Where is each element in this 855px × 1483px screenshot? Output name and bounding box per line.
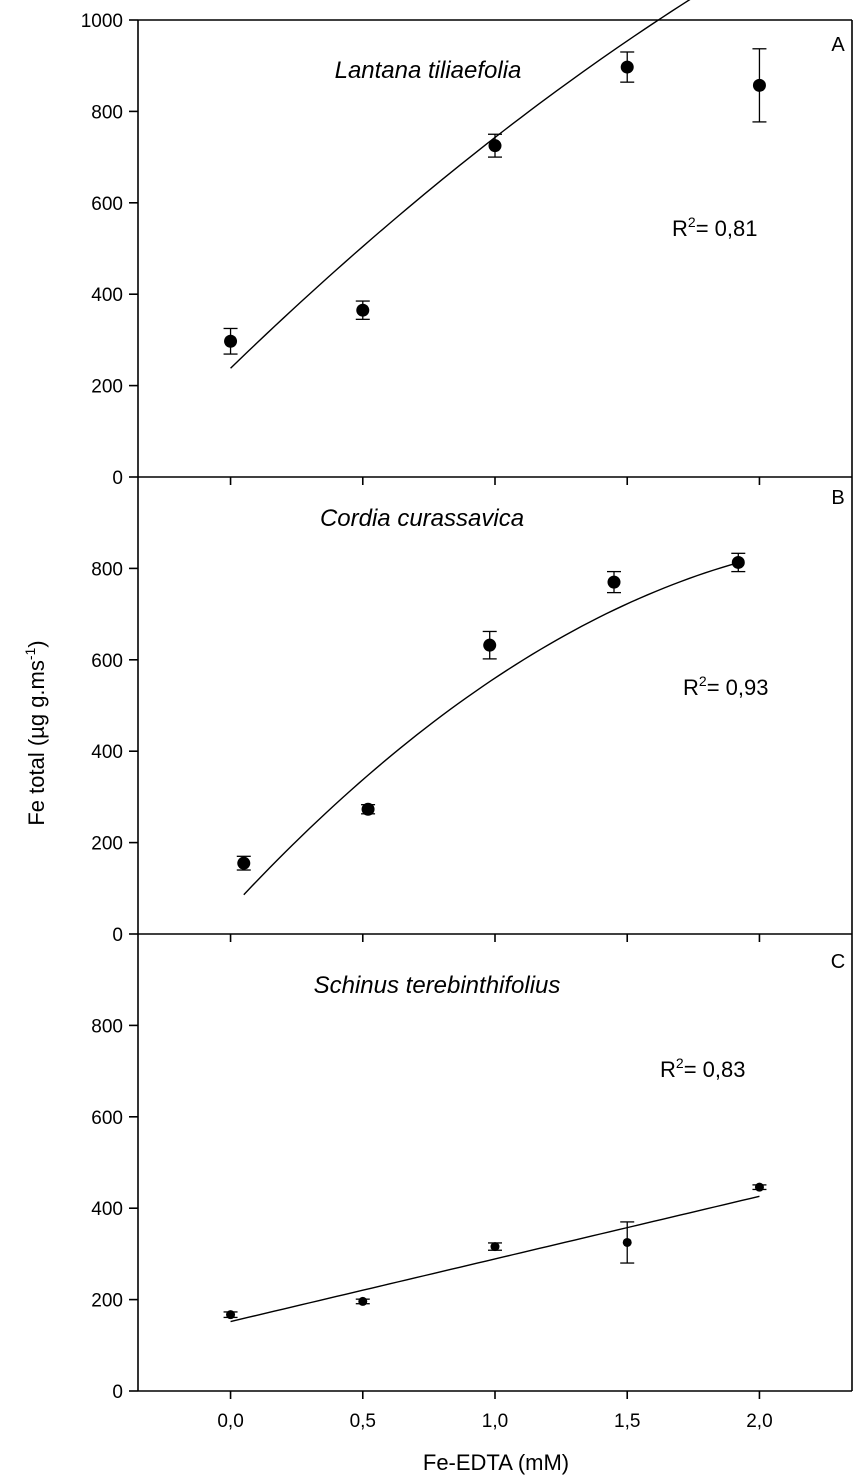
y-tick-label: 400: [91, 285, 123, 306]
y-tick-label: 200: [91, 377, 123, 398]
r-squared-prefix: R: [672, 216, 688, 241]
fit-curve: [243, 561, 739, 896]
data-point: [488, 139, 502, 153]
data-point: [224, 334, 238, 348]
panel-b: 0 200 400 600 800 B Cordia curassavica R2= 0,93: [91, 477, 853, 946]
panel-letter: A: [831, 34, 845, 56]
fit-curve: [230, 1195, 760, 1323]
panel-letter: C: [831, 951, 845, 973]
x-tick-label: 0,5: [350, 1411, 376, 1432]
r-squared-label: R2= 0,93: [683, 673, 768, 700]
x-axis: 0,0 0,5 1,0 1,5 2,0: [217, 1411, 772, 1432]
x-tick-label: 1,0: [482, 1411, 508, 1432]
data-point: [731, 555, 745, 569]
data-point: [356, 303, 370, 317]
x-tick-label: 1,5: [614, 1411, 640, 1432]
panel-a: 0 200 400 600 800 1000 A Lantana tiliaefolia R2=…: [81, 0, 853, 489]
data-point: [754, 1182, 764, 1192]
data-point: [622, 1237, 632, 1247]
fit-curve: [230, 0, 691, 369]
y-tick-label: 0: [112, 468, 123, 489]
data-point: [752, 78, 766, 92]
data-point: [490, 1242, 500, 1252]
y-axis-title: Fe total (µg g.ms-1): [22, 640, 49, 825]
y-tick-label: 400: [91, 742, 123, 763]
r-squared-value: = 0,83: [684, 1057, 746, 1082]
r-squared-superscript: 2: [676, 1055, 684, 1071]
y-tick-label: 800: [91, 102, 123, 123]
r-squared-superscript: 2: [688, 214, 696, 230]
species-label: Lantana tiliaefolia: [335, 57, 522, 84]
y-tick-label: 800: [91, 1016, 123, 1037]
x-tick-label: 2,0: [746, 1411, 772, 1432]
panel-c: 0 200 400 600 800 C Schinus terebinthifolius R2…: [91, 934, 853, 1403]
r-squared-label: R2= 0,81: [672, 214, 757, 241]
data-point: [237, 856, 251, 870]
y-axis-title-main: Fe total (µg g.ms: [24, 660, 49, 826]
r-squared-superscript: 2: [699, 673, 707, 689]
data-point: [483, 638, 497, 652]
y-tick-label: 200: [91, 834, 123, 855]
data-point: [361, 802, 375, 816]
x-axis-title: Fe-EDTA (mM): [423, 1450, 569, 1475]
y-axis-title-suffix: ): [24, 640, 49, 647]
y-tick-label: 400: [91, 1199, 123, 1220]
y-axis-title-superscript: -1: [22, 647, 38, 660]
y-tick-label: 600: [91, 194, 123, 215]
data-point: [358, 1296, 368, 1306]
data-point: [226, 1310, 236, 1320]
species-label: Schinus terebinthifolius: [314, 972, 561, 999]
data-point: [620, 60, 634, 74]
r-squared-prefix: R: [660, 1057, 676, 1082]
y-tick-label: 200: [91, 1291, 123, 1312]
y-tick-label: 800: [91, 559, 123, 580]
y-tick-label: 1000: [81, 11, 123, 32]
data-point: [607, 575, 621, 589]
y-tick-label: 0: [112, 1382, 123, 1403]
y-tick-label: 600: [91, 1108, 123, 1129]
y-tick-label: 600: [91, 651, 123, 672]
species-label: Cordia curassavica: [320, 505, 524, 532]
r-squared-value: = 0,81: [696, 216, 758, 241]
r-squared-value: = 0,93: [707, 675, 769, 700]
r-squared-label: R2= 0,83: [660, 1055, 745, 1082]
r-squared-prefix: R: [683, 675, 699, 700]
x-tick-label: 0,0: [217, 1411, 243, 1432]
panel-letter: B: [831, 487, 844, 509]
y-tick-label: 0: [112, 925, 123, 946]
